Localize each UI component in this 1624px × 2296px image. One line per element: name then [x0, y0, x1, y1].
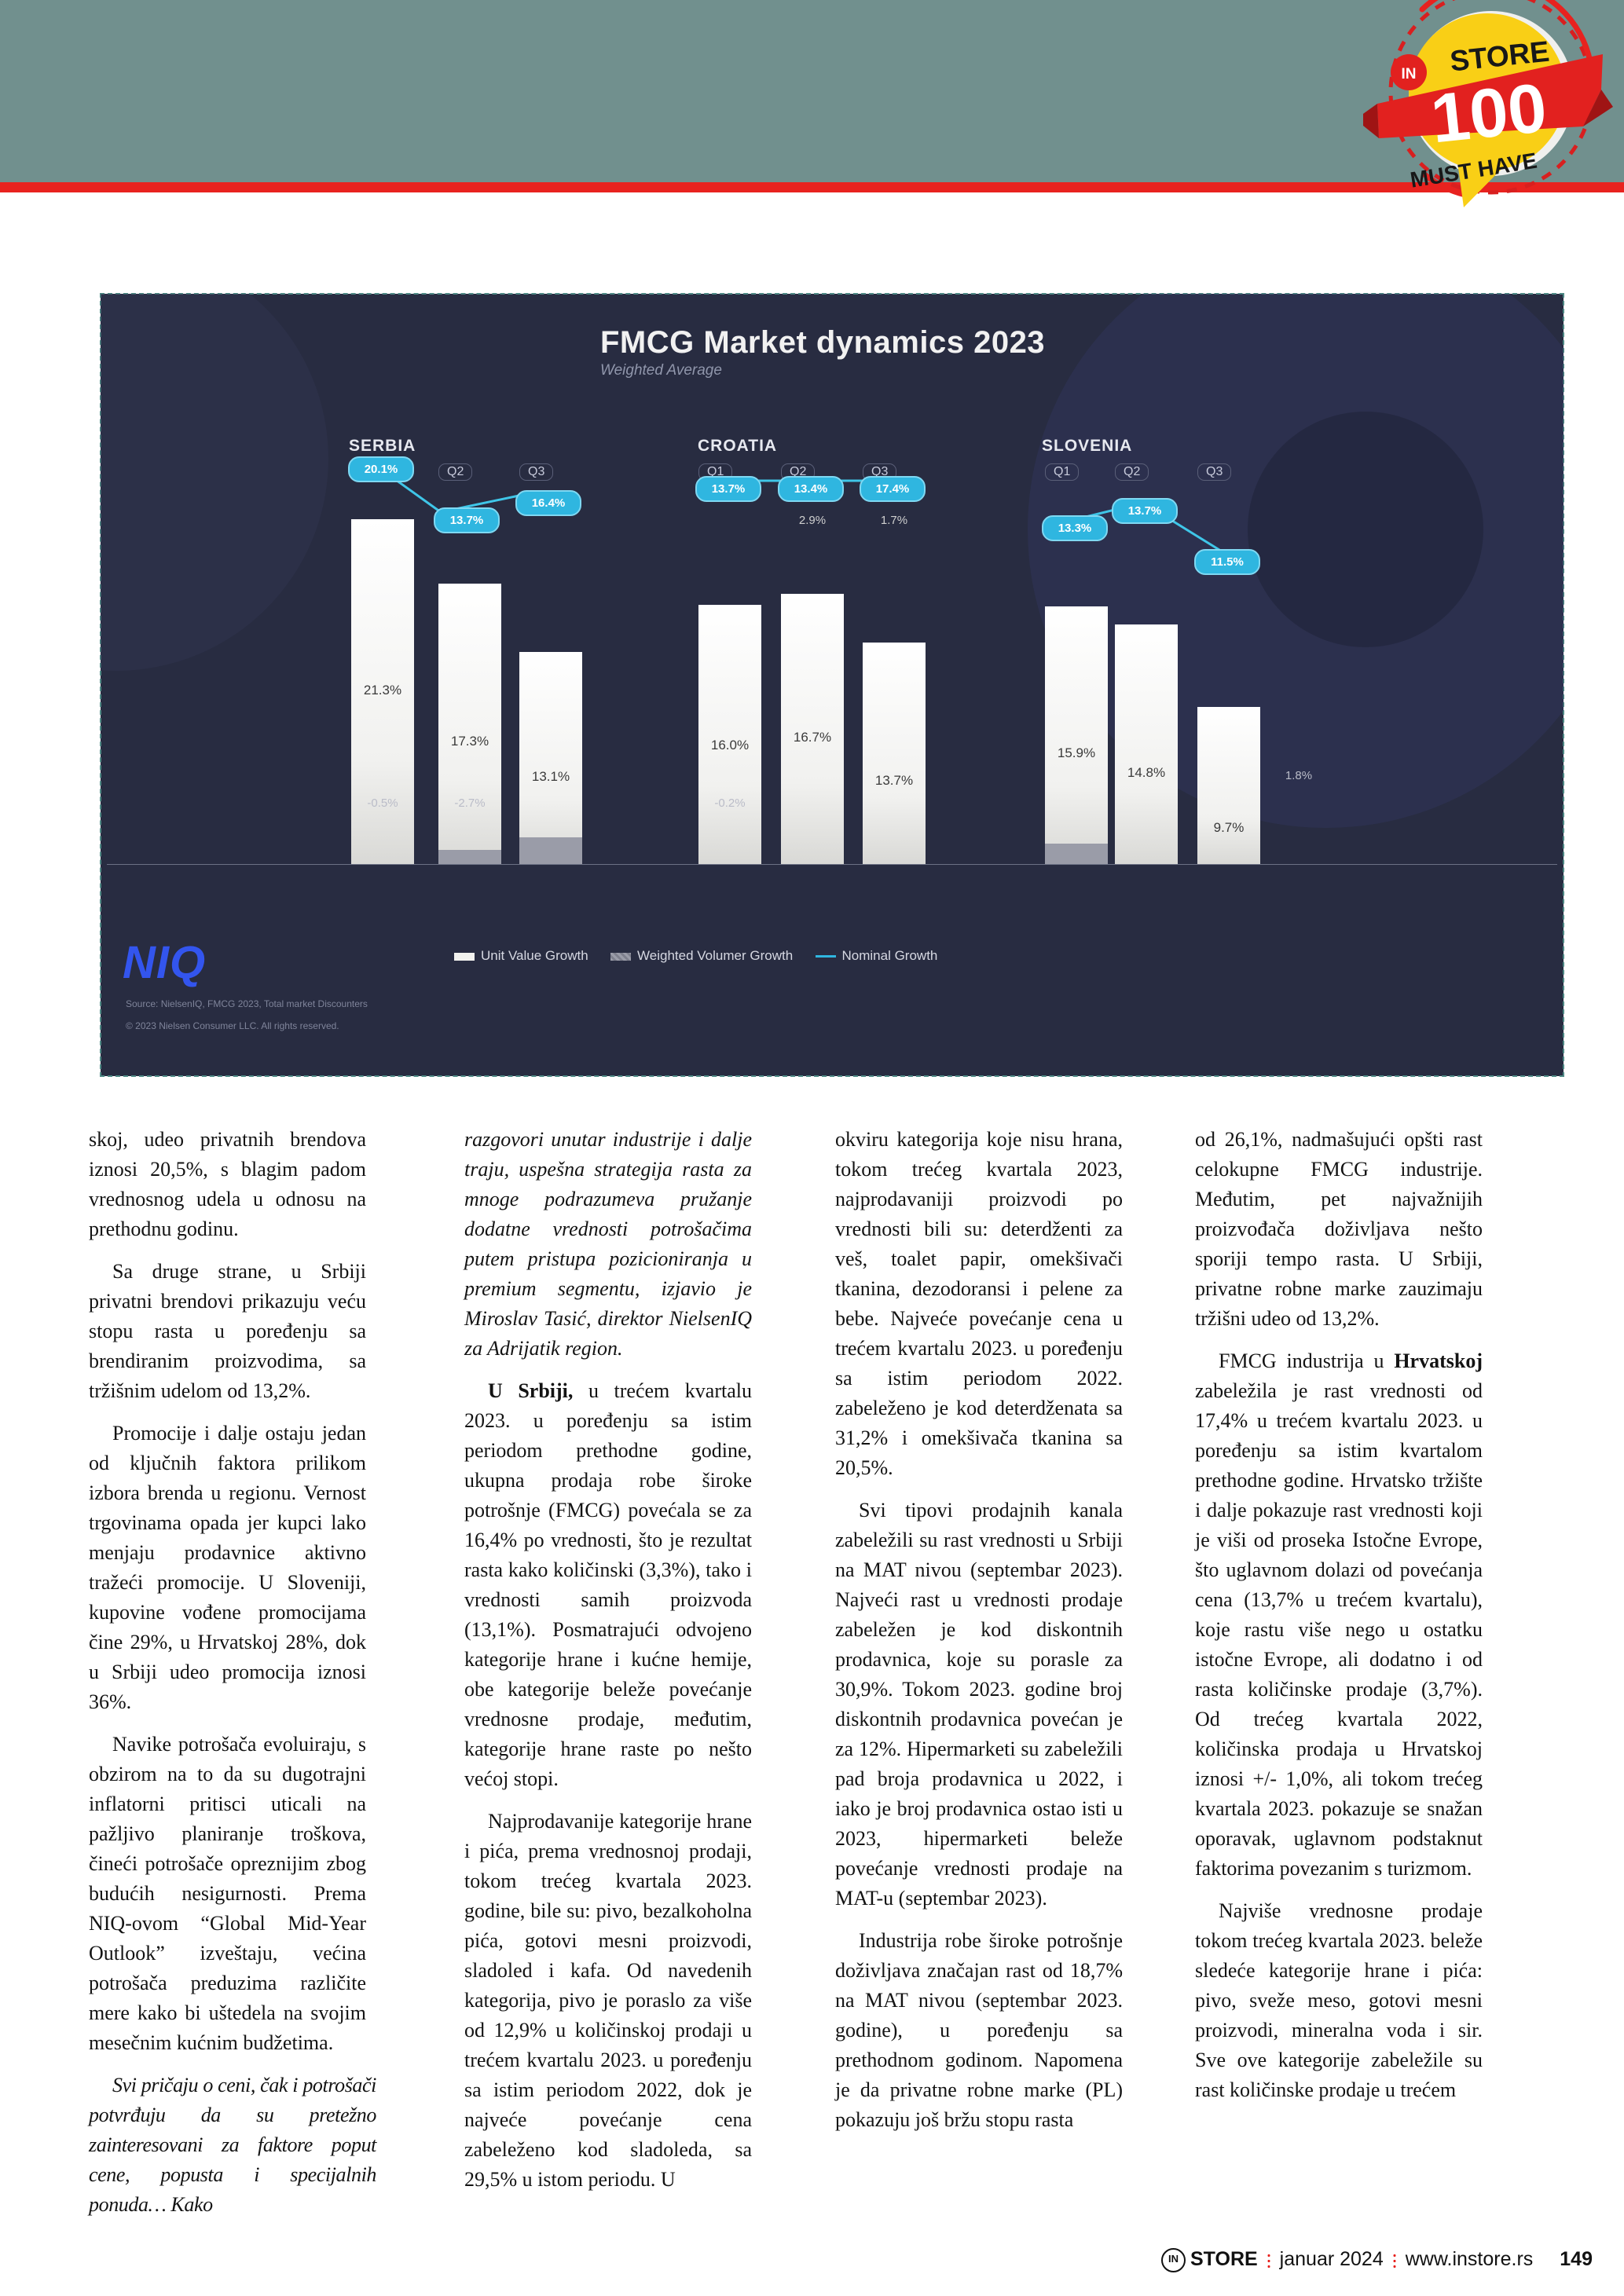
svg-text:100: 100: [1428, 68, 1550, 158]
svg-text:IN: IN: [1402, 66, 1417, 82]
